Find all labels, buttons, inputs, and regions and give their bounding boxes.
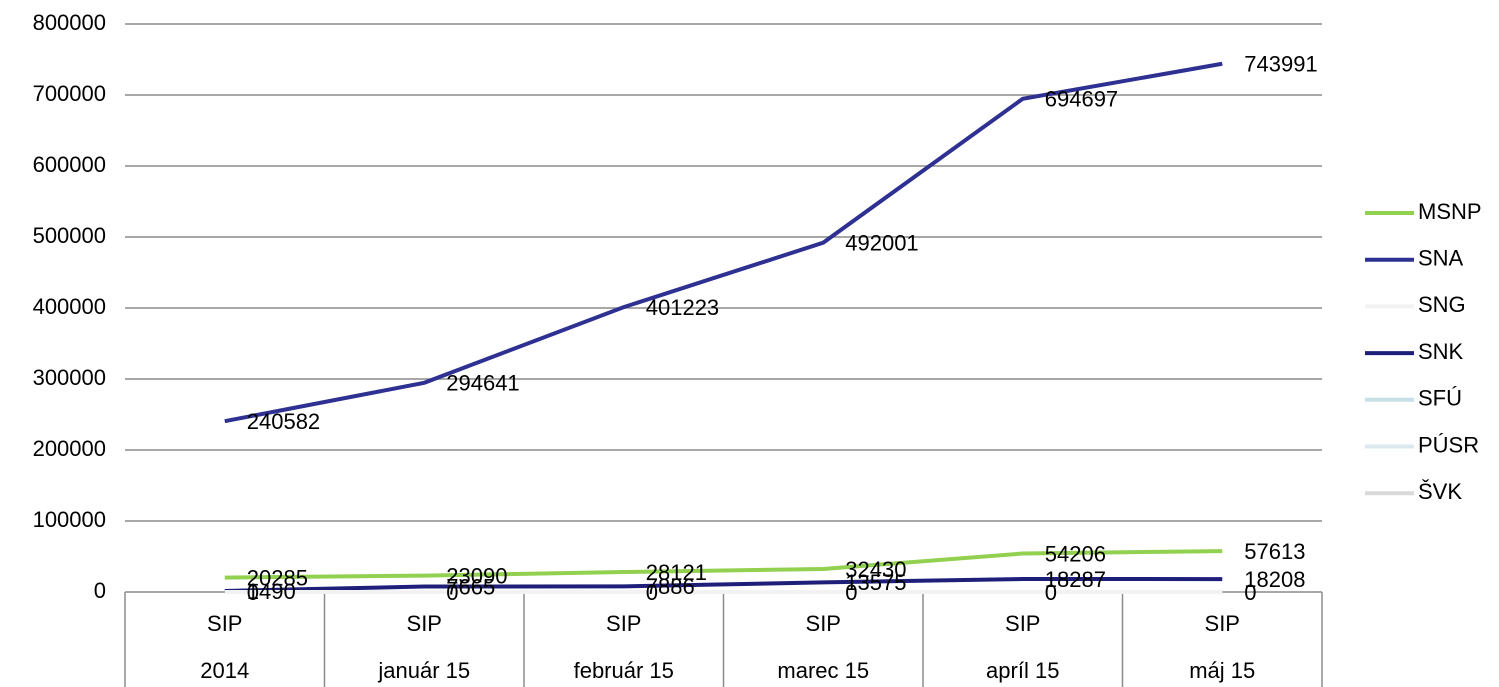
y-tick-label: 300000	[33, 365, 106, 390]
data-label: 294641	[446, 371, 519, 396]
data-label: 0	[646, 580, 658, 605]
series-line	[224, 549, 1223, 580]
y-tick-label: 600000	[33, 152, 106, 177]
x-group-label: SIP	[606, 611, 641, 636]
data-label: 7665	[446, 574, 495, 599]
data-label: 0	[446, 580, 458, 605]
x-tick-label: marec 15	[777, 658, 869, 683]
legend-label: PÚSR	[1418, 432, 1479, 457]
data-label: 18208	[1244, 567, 1305, 592]
data-label: 0	[1045, 580, 1057, 605]
data-label: 0	[845, 580, 857, 605]
y-tick-label: 700000	[33, 81, 106, 106]
legend-label: SFÚ	[1418, 386, 1462, 411]
data-label: 54206	[1045, 541, 1106, 566]
data-label: 743991	[1244, 52, 1317, 77]
legend-label: SNK	[1418, 339, 1464, 364]
data-label: 7886	[646, 574, 695, 599]
legend-label: SNG	[1418, 292, 1466, 317]
y-tick-label: 500000	[33, 223, 106, 248]
data-label: 240582	[247, 409, 320, 434]
data-label: 694697	[1045, 87, 1118, 112]
data-label: 492001	[845, 230, 918, 255]
series-line	[224, 61, 1223, 424]
x-tick-label: február 15	[574, 658, 674, 683]
data-label: 0	[1244, 580, 1256, 605]
x-group-label: SIP	[806, 611, 841, 636]
x-group-label: SIP	[407, 611, 442, 636]
data-label: 1490	[247, 579, 296, 604]
data-label: 23090	[446, 563, 507, 588]
legend-label: ŠVK	[1418, 479, 1462, 504]
y-tick-label: 800000	[33, 10, 106, 35]
series-line	[224, 577, 1223, 593]
x-tick-label: máj 15	[1189, 658, 1255, 683]
y-tick-label: 400000	[33, 294, 106, 319]
data-label: 13575	[845, 570, 906, 595]
y-tick-label: 100000	[33, 507, 106, 532]
data-label: 401223	[646, 295, 719, 320]
x-tick-label: 2014	[200, 658, 249, 683]
data-label: 0	[247, 580, 259, 605]
x-group-label: SIP	[1005, 611, 1040, 636]
y-tick-label: 200000	[33, 436, 106, 461]
legend-label: SNA	[1418, 246, 1464, 271]
x-group-label: SIP	[207, 611, 242, 636]
data-label: 32430	[845, 557, 906, 582]
x-tick-label: január 15	[377, 658, 470, 683]
data-label: 28121	[646, 560, 707, 585]
x-group-label: SIP	[1205, 611, 1240, 636]
legend-label: MSNP	[1418, 199, 1482, 224]
y-tick-label: 0	[94, 578, 106, 603]
data-label: 57613	[1244, 539, 1305, 564]
data-label: 20285	[247, 565, 308, 590]
data-label: 18287	[1045, 567, 1106, 592]
x-tick-label: apríl 15	[986, 658, 1059, 683]
